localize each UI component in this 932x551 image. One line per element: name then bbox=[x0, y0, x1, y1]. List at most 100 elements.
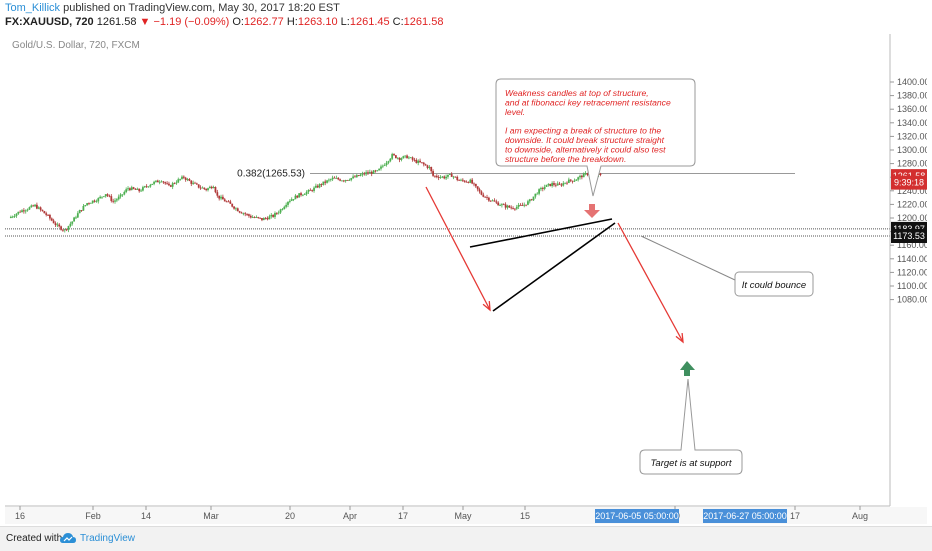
candle-body bbox=[134, 188, 137, 190]
candle-body bbox=[50, 218, 53, 221]
candle-body bbox=[421, 162, 423, 164]
candle-body bbox=[227, 201, 230, 203]
candle-body bbox=[186, 179, 189, 180]
candle-body bbox=[67, 226, 70, 230]
candle-body bbox=[383, 164, 386, 166]
candle-body bbox=[127, 188, 129, 190]
candle-body bbox=[580, 175, 583, 178]
candle-body bbox=[26, 209, 29, 211]
fib-level-label: 0.382(1265.53) bbox=[237, 168, 305, 179]
candle-body bbox=[536, 193, 539, 195]
candle-body bbox=[275, 213, 278, 214]
candle-body bbox=[197, 184, 200, 188]
analysis-callout-line: downside. It could break structure strai… bbox=[505, 135, 665, 145]
candle-body bbox=[272, 214, 275, 217]
candle-body bbox=[339, 179, 341, 181]
candle-body bbox=[478, 189, 481, 192]
candle-body bbox=[212, 187, 215, 189]
candle-body bbox=[424, 164, 427, 166]
candle-body bbox=[143, 186, 146, 188]
last-price: 1261.58 bbox=[96, 16, 137, 28]
analysis-callout-bubble bbox=[495, 78, 696, 197]
price-badge-bg bbox=[891, 228, 927, 243]
up-marker-stem bbox=[684, 370, 690, 376]
candle-body bbox=[95, 201, 98, 203]
candle-body bbox=[88, 203, 90, 204]
tradingview-cloud-icon bbox=[60, 533, 76, 543]
candle-body bbox=[115, 199, 118, 201]
candle-body bbox=[281, 209, 284, 210]
date-badge: 2017-06-27 05:00:00 bbox=[703, 509, 787, 523]
candle-body bbox=[322, 181, 325, 185]
candle-body bbox=[467, 181, 470, 183]
candle-body bbox=[129, 188, 131, 191]
candle-body bbox=[117, 196, 120, 200]
price-tick-label: 1320.00 bbox=[897, 131, 927, 141]
candle-body bbox=[11, 216, 14, 218]
candle-body bbox=[47, 214, 49, 216]
candle-body bbox=[346, 180, 349, 181]
candle-body bbox=[389, 158, 392, 162]
candle-body bbox=[380, 166, 382, 169]
time-tick-label: Apr bbox=[343, 511, 357, 521]
candle-body bbox=[58, 224, 61, 227]
candle-body bbox=[400, 158, 403, 160]
low-value: 1261.45 bbox=[349, 16, 390, 28]
price-tick-label: 1360.00 bbox=[897, 104, 927, 114]
candle-body bbox=[368, 171, 371, 174]
candle-body bbox=[216, 192, 219, 196]
candle-body bbox=[253, 217, 256, 219]
tradingview-brand[interactable]: TradingView bbox=[80, 533, 136, 544]
open-value: 1262.77 bbox=[244, 16, 284, 28]
candle-body bbox=[316, 185, 319, 188]
candle-body bbox=[62, 229, 64, 231]
candle-body bbox=[274, 213, 276, 217]
analysis-callout-line: to downside, alternatively it could also… bbox=[505, 144, 666, 154]
chart-title: Gold/U.S. Dollar, 720, FXCM bbox=[12, 40, 140, 51]
price-badge: 1173.53 bbox=[891, 228, 927, 243]
candle-body bbox=[266, 218, 269, 220]
candle-body bbox=[298, 193, 301, 198]
candle-body bbox=[56, 224, 59, 226]
candle-body bbox=[168, 183, 170, 186]
candle-body bbox=[309, 189, 312, 191]
candle-body bbox=[153, 181, 155, 184]
analysis-callout-line: Weakness candles at top of structure, bbox=[505, 88, 649, 98]
candle-body bbox=[474, 183, 477, 187]
candle-body bbox=[285, 204, 288, 207]
candle-body bbox=[476, 186, 479, 190]
candle-body bbox=[404, 155, 407, 157]
candle-body bbox=[248, 214, 250, 216]
candle-body bbox=[551, 183, 554, 187]
candle-body bbox=[502, 204, 505, 206]
candle-body bbox=[450, 174, 453, 177]
footer-bar: Created with TradingView bbox=[0, 526, 932, 551]
candle-body bbox=[402, 156, 405, 159]
candle-body bbox=[205, 188, 208, 191]
bounce-callout-bubble bbox=[734, 271, 814, 297]
candle-body bbox=[37, 207, 40, 209]
time-tick-label: Feb bbox=[85, 511, 101, 521]
candle-body bbox=[108, 195, 111, 197]
candle-body bbox=[575, 179, 578, 181]
price-chart[interactable]: 0.382(1265.53) Weakness candles at top o… bbox=[5, 34, 927, 524]
candle-body bbox=[363, 173, 366, 175]
candle-body bbox=[381, 165, 384, 167]
candle-body bbox=[586, 173, 589, 176]
author-link[interactable]: Tom_Killick bbox=[5, 2, 61, 14]
candle-body bbox=[506, 205, 509, 208]
candle-body bbox=[114, 200, 116, 202]
candle-body bbox=[19, 211, 22, 213]
candle-body bbox=[231, 203, 234, 207]
candle-body bbox=[192, 182, 195, 184]
date-badge-bg bbox=[703, 509, 787, 523]
candle-body bbox=[190, 180, 193, 184]
candle-body bbox=[223, 199, 226, 202]
candle-body bbox=[155, 180, 157, 182]
candle-body bbox=[32, 205, 35, 207]
publish-line: Tom_Killick published on TradingView.com… bbox=[5, 2, 340, 14]
candle-body bbox=[350, 178, 353, 180]
candle-body bbox=[409, 157, 412, 159]
time-tick-label: 15 bbox=[520, 511, 530, 521]
wedge-lower-line bbox=[492, 222, 616, 312]
